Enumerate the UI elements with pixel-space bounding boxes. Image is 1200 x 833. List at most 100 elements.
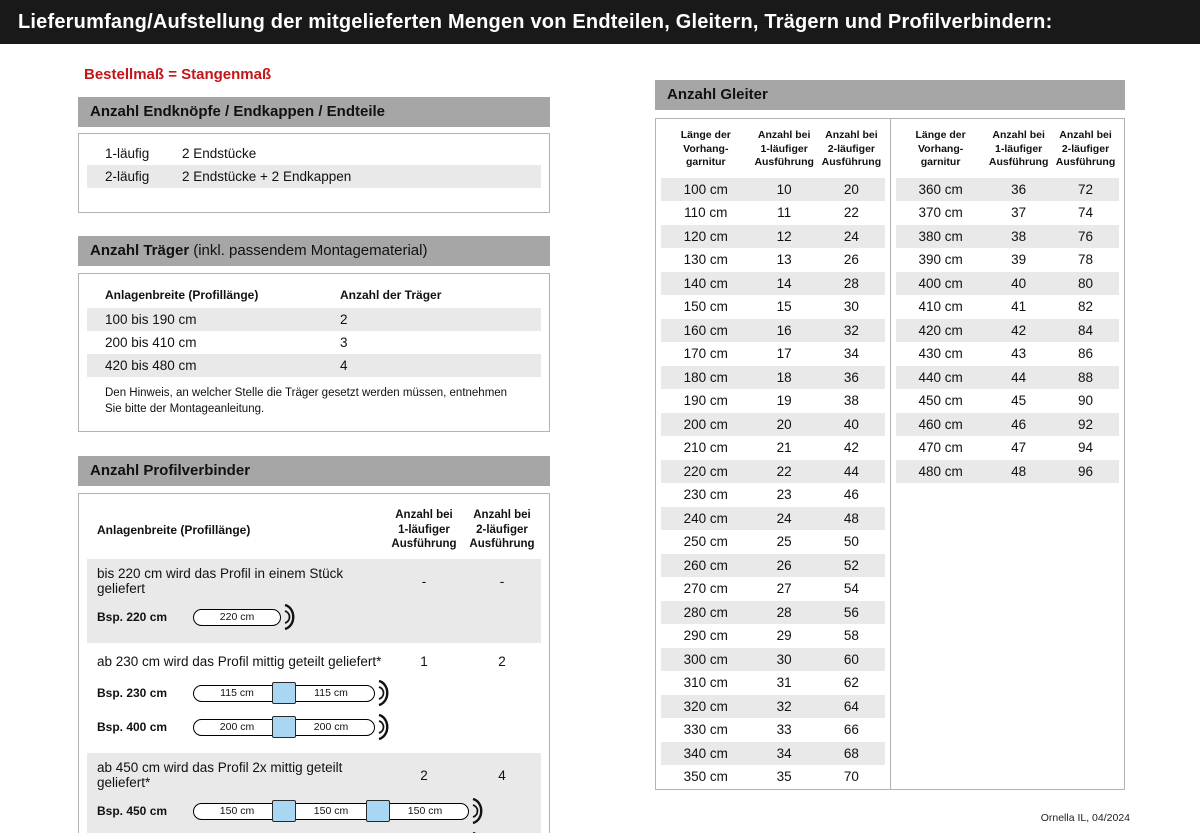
gleiter-count-1: 20 (776, 416, 792, 432)
gleiter-count-1: 12 (776, 228, 792, 244)
profile-segment: 200 cm (193, 718, 281, 736)
gleiter-length: 470 cm (918, 440, 963, 456)
gleiter-length: 480 cm (918, 463, 963, 479)
traeger-range: 100 bis 190 cm (105, 312, 197, 327)
gleiter-count-2: 66 (843, 722, 859, 738)
section-gleiter-title: Anzahl Gleiter (667, 86, 768, 103)
rod-diagram: Bsp. 400 cm 200 cm 200 cm (97, 714, 541, 741)
gleiter-length: 160 cm (683, 322, 728, 338)
profilverbinder-group: bis 220 cm wird das Profil in einem Stüc… (87, 559, 541, 644)
left-column: Bestellmaß = Stangenmaß Anzahl Endknöpfe… (78, 60, 550, 833)
gleiter-length: 260 cm (683, 557, 728, 573)
profile-connector-icon (366, 800, 390, 823)
gleiter-count-2: 84 (1078, 322, 1094, 338)
gleiter-count-1: 19 (776, 393, 792, 409)
gleiter-length: 120 cm (683, 228, 728, 244)
gleiter-length: 460 cm (918, 416, 963, 432)
gleiter-count-2: 96 (1078, 463, 1094, 479)
gleiter-row: 480 cm 48 96 (896, 459, 1119, 484)
gleiter-count-1: 13 (776, 252, 792, 268)
gleiter-row: 390 cm 39 78 (896, 248, 1119, 272)
profile-segment: 115 cm (193, 684, 281, 702)
gleiter-length: 110 cm (684, 205, 728, 221)
rod-diagram: Bsp. 220 cm 220 cm (97, 604, 541, 631)
gleiter-count-1: 22 (776, 463, 792, 479)
gleiter-count-1: 38 (1011, 228, 1027, 244)
gleiter-count-1: 41 (1011, 299, 1027, 315)
gleiter-length: 430 cm (918, 346, 963, 362)
traeger-row: 200 bis 410 cm 3 (87, 331, 541, 354)
profilverbinder-rule-row: ab 450 cm wird das Profil 2x mittig gete… (87, 760, 541, 790)
traeger-row: 420 bis 480 cm 4 (87, 354, 541, 377)
gleiter-length: 320 cm (683, 698, 728, 714)
gleiter-count-2: 44 (843, 463, 859, 479)
gleiter-header-row: Länge der Vorhang- garnitur Anzahl bei 1-… (661, 125, 885, 178)
gleiter-row: 420 cm 42 84 (896, 318, 1119, 343)
gleiter-count-1: 34 (776, 745, 792, 761)
profile-segment: 150 cm (193, 802, 281, 820)
gleiter-count-1: 46 (1011, 416, 1027, 432)
value-1-laeufig: 1 (420, 653, 428, 669)
value-1-laeufig: - (421, 573, 427, 589)
gleiter-row: 310 cm 31 62 (661, 671, 885, 695)
gleiter-row: 330 cm 33 66 (661, 718, 885, 742)
gleiter-row: 210 cm 21 42 (661, 436, 885, 460)
gleiter-length: 370 cm (918, 205, 963, 221)
page-title-bar: Lieferumfang/Aufstellung der mitgeliefer… (0, 0, 1200, 44)
profile-connector-icon (272, 800, 296, 823)
gleiter-count-1: 15 (776, 299, 792, 315)
gleiter-row: 260 cm 26 52 (661, 553, 885, 578)
gleiter-count-2: 34 (843, 346, 859, 362)
gleiter-row: 320 cm 32 64 (661, 694, 885, 719)
gleiter-length: 250 cm (683, 534, 728, 550)
gleiter-length: 220 cm (683, 463, 728, 479)
gleiter-row: 450 cm 45 90 (896, 389, 1119, 413)
gleiter-count-1: 37 (1011, 205, 1027, 221)
gleiter-count-1: 30 (776, 651, 792, 667)
profilverbinder-table: Anlagenbreite (Profillänge) Anzahl bei 1… (78, 493, 550, 833)
traeger-count: 2 (340, 312, 348, 327)
order-measure-note: Bestellmaß = Stangenmaß (84, 66, 272, 83)
section-profilverbinder-title: Anzahl Profilverbinder (90, 462, 251, 480)
gleiter-count-1: 25 (776, 534, 792, 550)
gleiter-row: 370 cm 37 74 (896, 201, 1119, 225)
gleiter-row: 350 cm 35 70 (661, 765, 885, 789)
gleiter-row: 300 cm 30 60 (661, 647, 885, 672)
rod-profile: 150 cm 150 cm 150 cm (193, 798, 486, 825)
gleiter-row: 190 cm 19 38 (661, 389, 885, 413)
gleiter-col-1: Anzahl bei 1-läufiger Ausführung (754, 129, 814, 169)
gleiter-count-2: 78 (1078, 252, 1094, 268)
profilverbinder-group: ab 230 cm wird das Profil mittig geteilt… (87, 643, 541, 753)
gleiter-length: 170 cm (683, 346, 728, 362)
gleiter-row: 100 cm 10 20 (661, 177, 885, 202)
gleiter-row: 120 cm 12 24 (661, 224, 885, 249)
traeger-col-count: Anzahl der Träger (340, 288, 442, 302)
profilverbinder-rule: ab 450 cm wird das Profil 2x mittig gete… (97, 760, 343, 791)
gleiter-count-2: 68 (843, 745, 859, 761)
gleiter-length: 350 cm (683, 769, 728, 785)
section-profilverbinder: Anzahl Profilverbinder Anlagenbreite (Pr… (78, 456, 550, 833)
profile-segment: 115 cm (287, 684, 375, 702)
gleiter-count-1: 11 (777, 205, 792, 221)
traeger-note: Den Hinweis, an welcher Stelle die Träge… (105, 387, 508, 416)
traeger-range: 200 bis 410 cm (105, 335, 197, 350)
endteile-row: 2-läufig 2 Endstücke + 2 Endkappen (87, 165, 541, 188)
endteile-variant: 2-läufig (105, 169, 150, 184)
gleiter-count-1: 28 (776, 604, 792, 620)
page-title: Lieferumfang/Aufstellung der mitgeliefer… (18, 10, 1053, 33)
gleiter-count-1: 36 (1011, 181, 1027, 197)
section-gleiter: Anzahl Gleiter Länge der Vorhang- garnit… (655, 80, 1125, 790)
gleiter-length: 360 cm (918, 181, 963, 197)
gleiter-length: 340 cm (683, 745, 728, 761)
gleiter-col-2: Anzahl bei 2-läufiger Ausführung (821, 129, 882, 169)
rod-profile: 200 cm 200 cm (193, 714, 392, 741)
traeger-col-width: Anlagenbreite (Profillänge) (105, 288, 259, 302)
gleiter-length: 410 cm (918, 299, 963, 315)
profilverbinder-groups: bis 220 cm wird das Profil in einem Stüc… (87, 559, 541, 833)
gleiter-col-length: Länge der Vorhang- garnitur (680, 129, 731, 169)
gleiter-count-1: 29 (776, 628, 792, 644)
gleiter-row: 460 cm 46 92 (896, 412, 1119, 437)
gleiter-row: 280 cm 28 56 (661, 600, 885, 625)
gleiter-count-1: 39 (1011, 252, 1027, 268)
